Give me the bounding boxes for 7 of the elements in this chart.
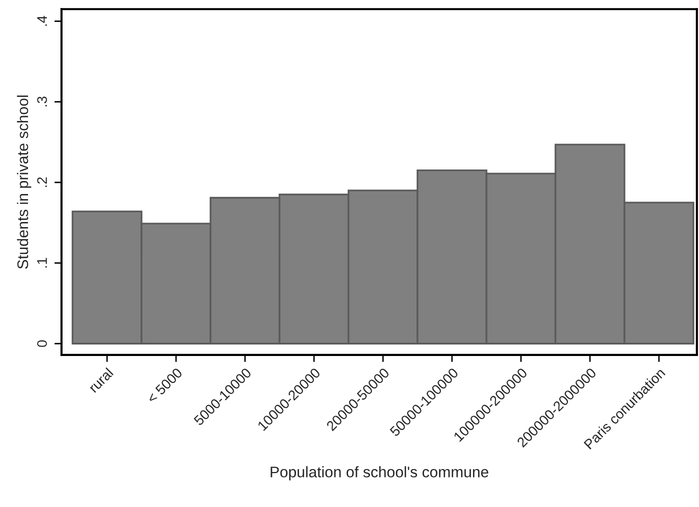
y-tick-label: .4 [37, 16, 47, 26]
y-tick-label: .3 [37, 96, 47, 106]
x-axis-title: Population of school's commune [270, 466, 488, 480]
y-tick-label: .2 [37, 177, 47, 187]
y-axis-title: Students in private school [16, 96, 32, 269]
y-tick-label: .1 [37, 258, 47, 268]
y-tick-label: 0 [37, 340, 47, 347]
